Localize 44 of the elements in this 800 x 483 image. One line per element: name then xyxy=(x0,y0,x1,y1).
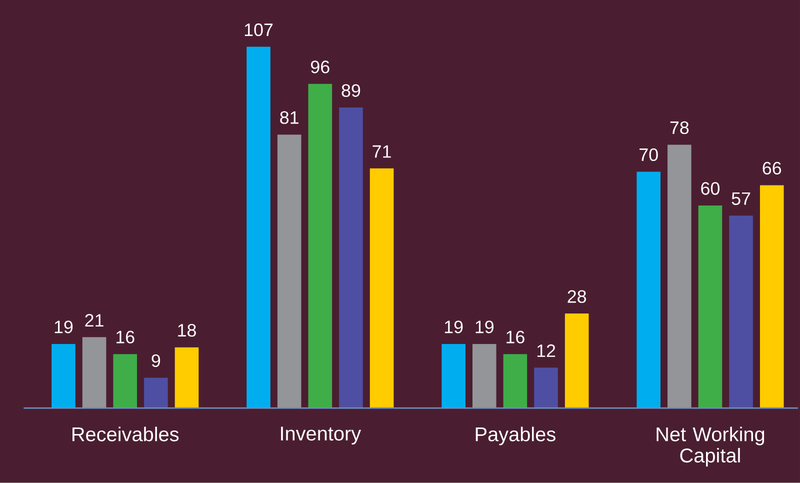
bar xyxy=(534,368,558,408)
bar xyxy=(564,314,589,408)
data-label: 78 xyxy=(670,121,689,134)
bar xyxy=(760,185,784,408)
data-label: 28 xyxy=(568,290,586,303)
data-label: 12 xyxy=(537,344,556,358)
data-label: 18 xyxy=(178,324,196,337)
x-tick-label: Net Working Capital xyxy=(656,426,764,467)
bar xyxy=(52,344,76,408)
bar xyxy=(82,337,106,408)
bar xyxy=(144,378,168,408)
data-label: 9 xyxy=(152,354,160,368)
bar xyxy=(277,134,302,408)
data-label: 19 xyxy=(444,320,463,334)
data-label: 60 xyxy=(701,182,720,195)
bar xyxy=(472,344,496,408)
data-label: 66 xyxy=(762,162,782,175)
bar xyxy=(246,46,270,408)
bar xyxy=(698,206,722,408)
data-label: 70 xyxy=(640,148,658,162)
bar xyxy=(113,354,138,408)
data-label: 16 xyxy=(116,330,134,344)
x-tick-label: Payables xyxy=(476,426,556,446)
bar xyxy=(729,216,753,408)
bar xyxy=(636,172,660,408)
data-label: 71 xyxy=(372,145,391,158)
bar xyxy=(339,108,363,408)
data-label: 19 xyxy=(54,320,73,334)
bar xyxy=(370,168,394,408)
data-label: 81 xyxy=(280,111,298,124)
data-label: 57 xyxy=(732,192,750,206)
bar xyxy=(442,344,466,408)
data-label: 16 xyxy=(506,330,524,344)
data-label: 96 xyxy=(311,60,330,74)
x-tick-label: Receivables xyxy=(72,426,179,442)
data-label: 21 xyxy=(85,314,104,327)
bar xyxy=(308,84,332,408)
data-label: 19 xyxy=(476,320,494,334)
bar xyxy=(174,347,199,408)
bar xyxy=(668,144,692,408)
data-label: 89 xyxy=(342,84,360,98)
x-tick-label: Inventory xyxy=(281,426,362,445)
bar xyxy=(503,354,528,408)
data-label: 107 xyxy=(244,24,273,36)
